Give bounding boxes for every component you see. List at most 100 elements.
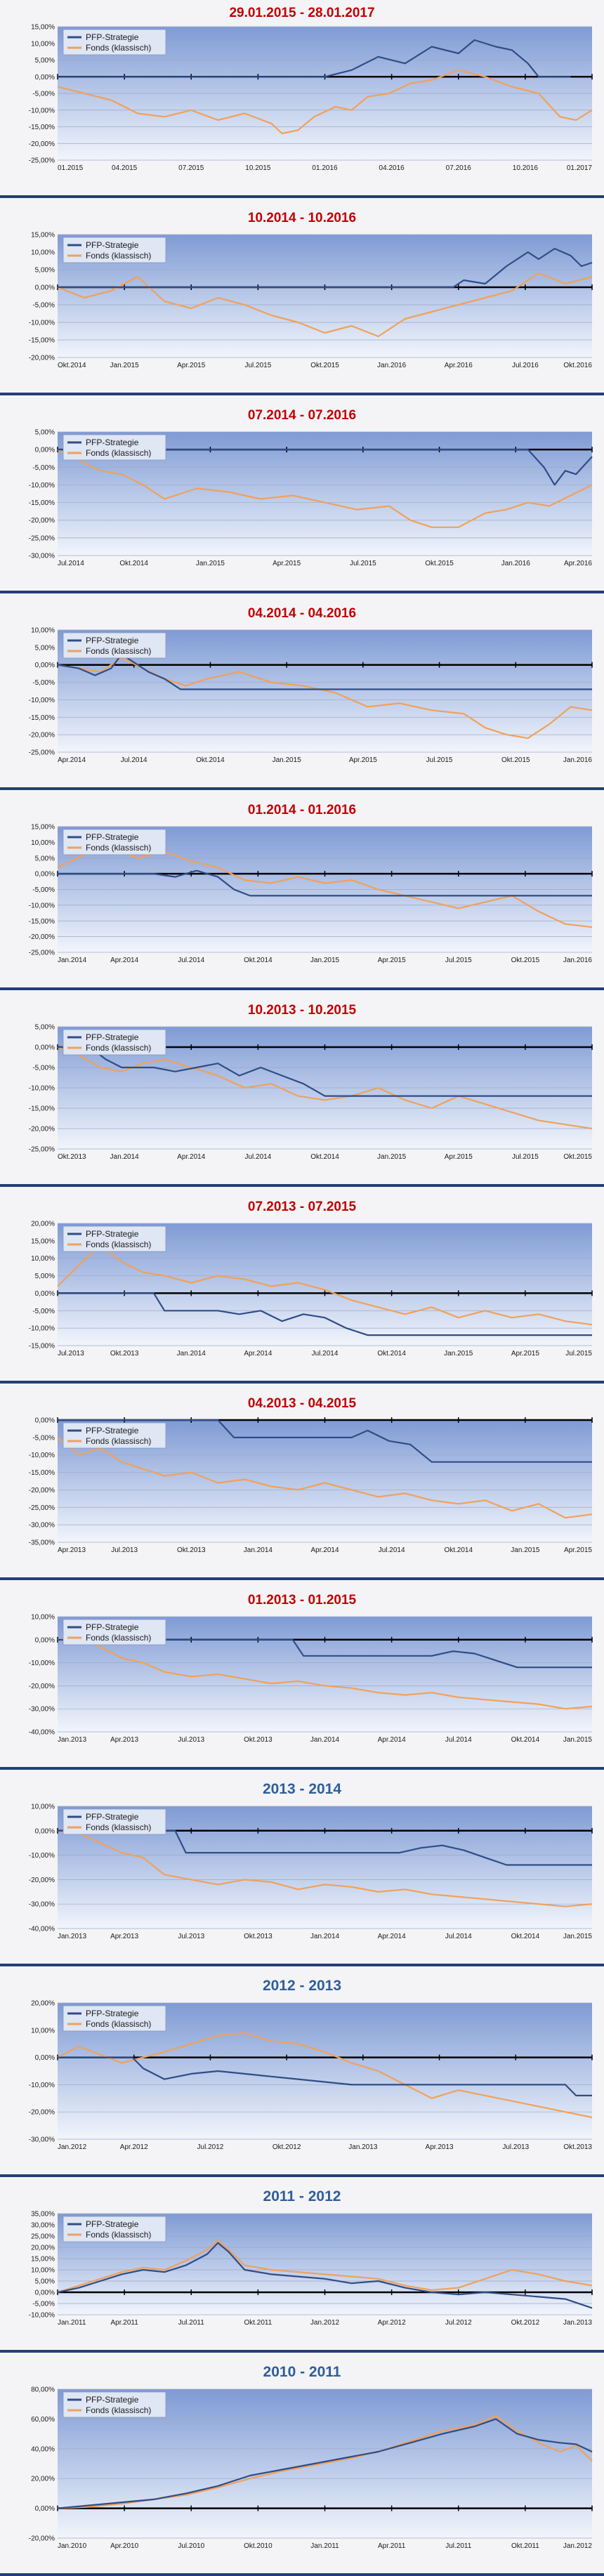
y-tick-label: 10,00% [31,1255,55,1263]
chart-svg: 04.2013 - 04.2015 0,00% -5,00% -10,00% -15,0… [0,1384,604,1580]
legend-label-fonds: Fonds (klassisch) [86,448,151,458]
y-tick-label: -30,00% [29,1901,55,1909]
x-tick-label: Jan.2011 [58,2319,86,2327]
x-tick-label: Jan.2016 [563,957,593,964]
x-tick-label: Okt.2013 [58,1153,86,1161]
chart-title: 07.2013 - 07.2015 [248,1200,357,1214]
y-tick-label: -10,00% [29,2082,55,2089]
y-tick-label: 35,00% [31,2211,55,2219]
y-tick-label: -20,00% [29,732,55,740]
chart-panel: 07.2013 - 07.2015 20,00% 15,00% 10,00% 5,00%… [0,1187,604,1384]
y-tick-label: -10,00% [29,320,55,327]
y-tick-label: 80,00% [31,2386,55,2394]
x-tick-label: 10.2016 [513,164,539,172]
x-tick-label: Okt.2015 [501,756,530,764]
chart-panel: 10.2013 - 10.2015 5,00% 0,00% -5,00% -10,00%… [0,990,604,1187]
chart-panel: 01.2013 - 01.2015 10,00% 0,00% -10,00% -20,0… [0,1580,604,1770]
y-tick-label: -5,00% [32,886,55,894]
y-tick-label: -25,00% [29,749,55,757]
y-tick-label: 10,00% [31,2267,55,2275]
legend-label-fonds: Fonds (klassisch) [86,2019,151,2029]
legend-label-fonds: Fonds (klassisch) [86,2405,151,2415]
x-tick-label: Jan.2010 [58,2542,87,2550]
legend-label-fonds: Fonds (klassisch) [86,843,151,853]
chart-panel: 04.2014 - 04.2016 10,00% 5,00% 0,00% -5,00% -… [0,593,604,790]
y-tick-label: 15,00% [31,232,55,239]
x-tick-label: Okt.2012 [511,2319,540,2327]
y-tick-label: -20,00% [29,2109,55,2117]
chart-svg: 2012 - 2013 20,00% 10,00% 0,00% -10,00% -20,0… [0,1966,604,2177]
chart-title: 2013 - 2014 [263,1781,341,1797]
x-tick-label: Apr.2015 [378,957,406,964]
x-tick-label: 01.2016 [312,164,338,172]
y-tick-label: 0,00% [35,1636,55,1644]
chart-svg: 01.2013 - 01.2015 10,00% 0,00% -10,00% -20,0… [0,1580,604,1770]
y-tick-label: -40,00% [29,1926,55,1933]
legend-label-fonds: Fonds (klassisch) [86,2230,151,2240]
y-tick-label: -20,00% [29,2535,55,2543]
x-tick-label: Jan.2011 [310,2542,339,2550]
x-tick-label: 01.2015 [58,164,84,172]
chart-title: 07.2014 - 07.2016 [248,408,356,423]
x-tick-label: Apr.2014 [378,1736,406,1744]
x-tick-label: Jan.2015 [563,1736,593,1744]
x-tick-label: Apr.2014 [58,756,86,764]
x-tick-label: Jan.2014 [110,1153,140,1161]
legend-label-fonds: Fonds (klassisch) [86,1043,151,1053]
chart-svg: 04.2014 - 04.2016 10,00% 5,00% 0,00% -5,00% -… [0,593,604,790]
chart-panel: 2013 - 2014 10,00% 0,00% -10,00% -20,00% -30,… [0,1770,604,1966]
series-line-fonds [57,1829,593,1907]
y-tick-label: 25,00% [31,2233,55,2241]
y-tick-label: 0,00% [35,871,55,879]
y-tick-label: -15,00% [29,1469,55,1477]
panel-separator [0,1381,604,1384]
y-tick-label: -5,00% [32,1308,55,1315]
y-tick-label: -10,00% [29,697,55,704]
y-tick-label: -15,00% [29,1105,55,1113]
x-tick-label: Okt.2011 [244,2319,272,2327]
y-tick-label: 0,00% [35,1044,55,1052]
panel-separator [0,591,604,593]
y-tick-label: -10,00% [29,1852,55,1860]
x-tick-label: Jan.2012 [310,2319,340,2327]
x-tick-label: Jul.2013 [502,2143,529,2151]
x-tick-label: Okt.2013 [177,1546,206,1554]
y-tick-label: -25,00% [29,949,55,957]
panel-separator [0,1964,604,1966]
panel-separator [0,1767,604,1770]
x-tick-label: Jan.2015 [110,362,140,369]
y-tick-label: 10,00% [31,2027,55,2035]
legend-box [63,2216,166,2242]
chart-title: 04.2013 - 04.2015 [248,1396,357,1411]
y-tick-label: 60,00% [31,2416,55,2424]
series-line-strategy [58,1292,592,1336]
chart-title: 04.2014 - 04.2016 [248,606,356,621]
legend-label-strategy: PFP-Strategie [86,1032,139,1042]
legend-label-strategy: PFP-Strategie [86,832,139,842]
series-line-fonds [57,1634,593,1710]
panel-separator [0,2573,604,2576]
y-tick-label: -10,00% [29,1325,55,1333]
y-tick-label: 0,00% [35,1417,55,1425]
series-line-strategy [58,39,571,78]
y-tick-label: -20,00% [29,1683,55,1690]
y-tick-label: -10,00% [29,482,55,489]
legend-label-strategy: PFP-Strategie [86,1426,139,1435]
y-tick-label: -30,00% [29,1706,55,1714]
x-tick-label: Jul.2014 [312,1350,339,1358]
legend-label-strategy: PFP-Strategie [86,2009,139,2018]
x-tick-label: Jul.2011 [178,2319,205,2327]
x-tick-label: Jul.2015 [512,1153,539,1161]
y-tick-label: -10,00% [29,107,55,114]
x-tick-label: Jul.2012 [445,2319,472,2327]
x-tick-label: Jan.2015 [444,1350,473,1358]
x-tick-label: Jul.2014 [445,1736,472,1744]
legend-label-fonds: Fonds (klassisch) [86,1436,151,1446]
chart-panel: 10.2014 - 10.2016 15,00% 10,00% 5,00% 0,00% -… [0,198,604,395]
chart-title: 10.2014 - 10.2016 [248,211,356,225]
panel-separator [0,393,604,395]
x-tick-label: Apr.2015 [349,756,377,764]
y-tick-label: 5,00% [35,429,55,437]
chart-title: 2012 - 2013 [263,1978,341,1994]
x-tick-label: Jan.2013 [58,1736,87,1744]
